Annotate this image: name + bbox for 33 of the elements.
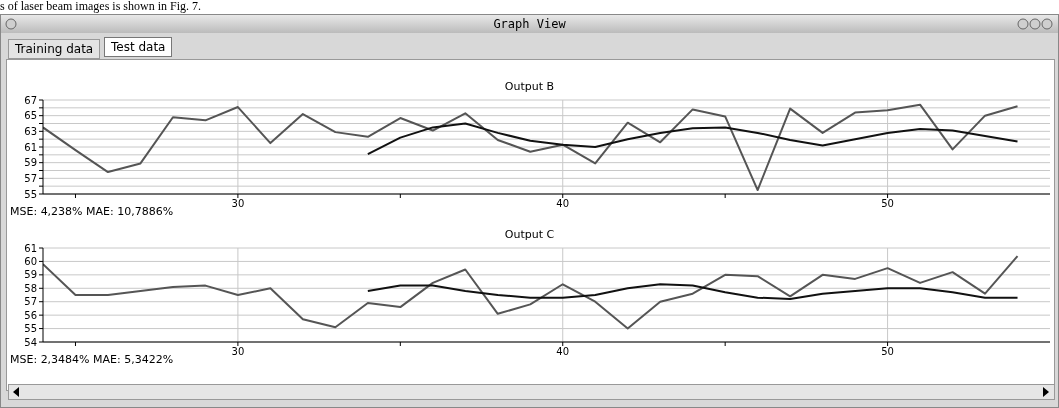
x-tick-label: 50 [881,198,894,210]
chart-title: Output C [503,228,556,241]
y-tick-label: 55 [24,323,37,335]
chart-title: Output B [503,80,556,93]
line-series [366,283,1019,301]
y-tick-label: 65 [24,110,37,122]
y-tick-label: 59 [24,157,37,169]
line-series [43,103,1019,192]
line-series [366,122,1019,156]
x-tick-label: 40 [556,198,570,210]
y-tick-label: 55 [24,188,37,200]
y-tick-label: 57 [24,172,37,184]
y-tick-label: 59 [24,269,37,281]
text: MSE: 4,238% MAE: 10,7886% [10,205,174,218]
text: Training data [8,39,101,59]
x-tick-label: 30 [231,346,245,358]
y-tick-label: 54 [24,336,37,348]
y-tick-label: 58 [24,282,37,294]
x-tick-label: 50 [881,346,894,358]
line-series [43,255,1019,330]
y-tick-label: 67 [24,94,37,106]
y-tick-label: 63 [24,125,37,137]
x-tick-label: 40 [556,346,570,358]
y-tick-label: 56 [24,309,37,321]
text: MSE: 2,3484% MAE: 5,3422% [10,353,174,366]
text: Graph View [1,15,1058,33]
y-tick-label: 57 [24,296,37,308]
text: s of laser beam images is shown in Fig. 7. [0,0,201,13]
text: Test data [104,37,173,57]
x-tick-label: 30 [231,198,245,210]
y-tick-label: 60 [24,255,37,267]
y-tick-label: 61 [24,141,37,153]
y-tick-label: 61 [24,242,37,254]
